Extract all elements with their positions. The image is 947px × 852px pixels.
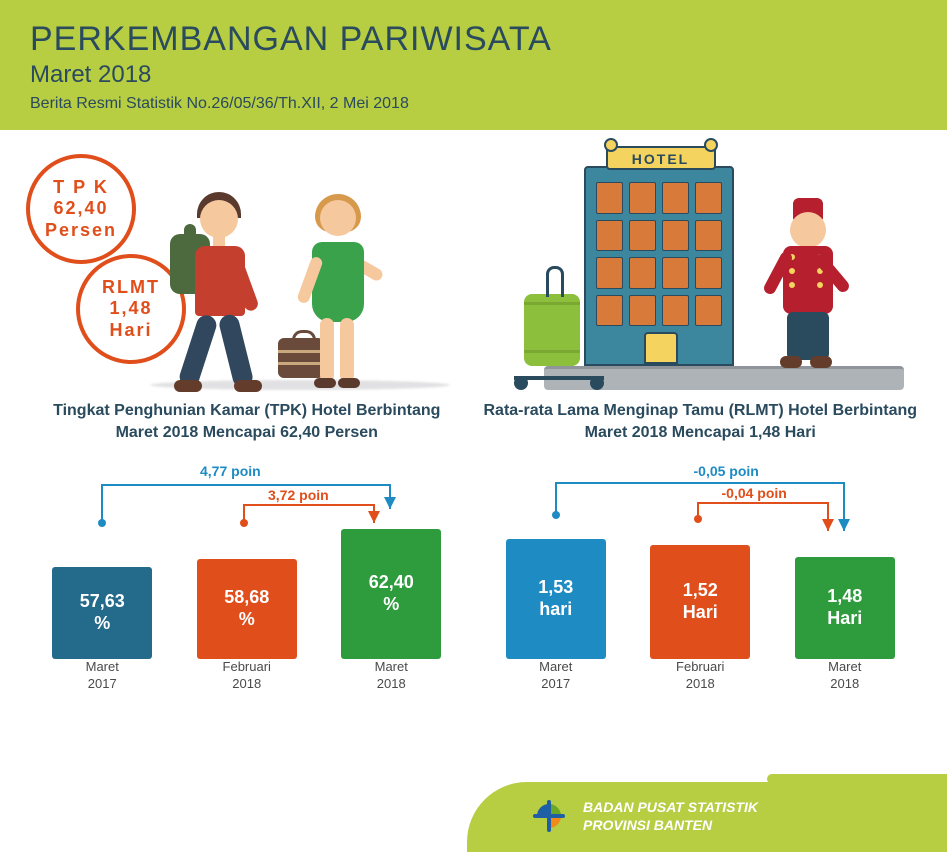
chart-tpk-xlabels: Maret2017 Februari2018 Maret2018 [30, 659, 464, 693]
agency-line2: PROVINSI BANTEN [583, 816, 758, 834]
chart-tpk-annot-orange: 3,72 poin [268, 487, 329, 503]
bellboy-icon [764, 186, 854, 366]
chart-rlmt-annot-orange: -0,04 poin [722, 485, 787, 501]
page-title: PERKEMBANGAN PARIWISATA [30, 20, 917, 59]
chart-tpk-annot-blue: 4,77 poin [200, 463, 261, 479]
agency-logo: BADAN PUSAT STATISTIK PROVINSI BANTEN [527, 794, 758, 838]
bar-label: Maret2018 [795, 659, 895, 693]
suitcase-icon [278, 338, 324, 378]
bar: 1,48Hari [795, 557, 895, 659]
bar: 1,52Hari [650, 545, 750, 659]
hotel-sign: HOTEL [606, 146, 716, 170]
chart-tpk-bars: 57,63% 58,68% 62,40% [30, 509, 464, 659]
woman-icon [290, 170, 420, 390]
chart-rlmt-annot-blue: -0,05 poin [694, 463, 759, 479]
page-subtitle: Maret 2018 [30, 61, 917, 89]
chart-tpk-title: Tingkat Penghunian Kamar (TPK) Hotel Ber… [30, 400, 464, 445]
badge-tpk-line3: Persen [45, 220, 117, 242]
badge-rlmt-line2: 1,48 [109, 298, 152, 320]
bar: 1,53hari [506, 539, 606, 659]
bar: 57,63% [52, 567, 152, 659]
badge-tpk-line2: 62,40 [53, 198, 108, 220]
bar: 58,68% [197, 559, 297, 659]
bar: 62,40% [341, 529, 441, 659]
travelers-illustration: T P K 62,40 Persen RLMT 1,48 Hari [30, 150, 464, 390]
trolley-icon [514, 376, 604, 380]
chart-rlmt-xlabels: Maret2017 Februari2018 Maret2018 [484, 659, 918, 693]
badge-tpk-line1: T P K [53, 177, 109, 199]
page-reference: Berita Resmi Statistik No.26/05/36/Th.XI… [30, 95, 917, 113]
header: PERKEMBANGAN PARIWISATA Maret 2018 Berit… [0, 0, 947, 130]
chart-rlmt-title: Rata-rata Lama Menginap Tamu (RLMT) Hote… [484, 400, 918, 445]
hotel-icon: HOTEL [584, 166, 734, 366]
bar-label: Maret2018 [341, 659, 441, 693]
badge-rlmt-line3: Hari [109, 320, 152, 342]
luggage-icon [524, 294, 580, 366]
badge-rlmt-line1: RLMT [102, 277, 160, 299]
chart-rlmt: -0,05 poin -0,04 poin 1,53hari1,52Hari1,… [484, 463, 918, 693]
badge-tpk: T P K 62,40 Persen [26, 154, 136, 264]
man-icon [170, 170, 270, 390]
bps-logo-icon [527, 794, 571, 838]
chart-tpk: 4,77 poin 3,72 poin 57,63% 58,68% 62,40% M… [30, 463, 464, 693]
footer: BADAN PUSAT STATISTIK PROVINSI BANTEN [467, 782, 947, 852]
content: T P K 62,40 Persen RLMT 1,48 Hari [0, 130, 947, 693]
bar-label: Maret2017 [52, 659, 152, 693]
hotel-illustration: HOTEL [484, 150, 918, 390]
bar-label: Februari2018 [650, 659, 750, 693]
bar-label: Maret2017 [506, 659, 606, 693]
panel-tpk: T P K 62,40 Persen RLMT 1,48 Hari [30, 150, 464, 693]
bar-label: Februari2018 [197, 659, 297, 693]
panel-rlmt: HOTEL Rata-rata Lama Menginap Tamu (RLMT… [484, 150, 918, 693]
chart-rlmt-bars: 1,53hari 1,52Hari 1,48Hari [484, 509, 918, 659]
agency-line1: BADAN PUSAT STATISTIK [583, 798, 758, 816]
